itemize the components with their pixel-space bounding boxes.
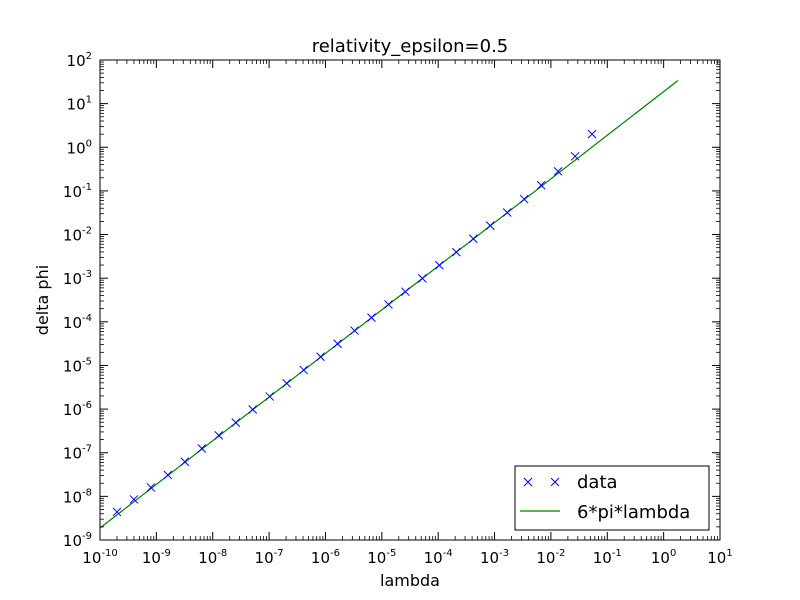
x-tick-label: 10-1 xyxy=(593,548,622,567)
y-tick-label: 10-5 xyxy=(63,356,92,375)
axes: 10-10 10-9 10-8 10-7 10-6 10-5 10-4 10-3 10-2 10-… xyxy=(63,51,733,567)
data-point xyxy=(231,418,241,427)
chart-title: relativity_epsilon=0.5 xyxy=(312,36,509,57)
data-point xyxy=(163,470,173,480)
x-tick-label: 10-3 xyxy=(480,548,509,567)
y-tick-label: 10-2 xyxy=(63,226,92,245)
y-tick-label: 101 xyxy=(67,95,92,114)
x-tick-label: 10-10 xyxy=(82,548,117,567)
data-point xyxy=(401,287,410,297)
x-tick-label: 100 xyxy=(651,548,676,567)
data-point xyxy=(384,300,393,309)
data-point xyxy=(570,151,580,161)
legend: data 6*pi*lambda xyxy=(514,465,710,531)
x-tick-label: 10-6 xyxy=(311,548,340,567)
data-point xyxy=(282,378,291,388)
y-tick-label: 10-6 xyxy=(63,400,92,419)
data-point xyxy=(502,208,512,217)
data-point xyxy=(418,274,427,283)
y-tick-label: 100 xyxy=(67,138,92,157)
y-tick-label: 10-9 xyxy=(63,531,92,550)
data-point xyxy=(248,405,258,414)
legend-marker-data xyxy=(523,477,560,487)
y-tick-label: 10-4 xyxy=(63,313,92,332)
y-axis-label: delta phi xyxy=(33,265,52,335)
y-tick-label: 10-8 xyxy=(63,487,92,506)
plot-marks xyxy=(99,80,679,529)
x-tick-label: 10-7 xyxy=(255,548,284,567)
data-point xyxy=(451,247,461,257)
y-tick-label: 10-7 xyxy=(63,444,92,463)
x-tick-label: 101 xyxy=(707,548,732,567)
data-point xyxy=(180,457,190,467)
data-point xyxy=(214,431,224,440)
data-point xyxy=(485,221,495,230)
legend-x-marker xyxy=(523,477,533,487)
y-tick-label: 10-1 xyxy=(63,182,92,201)
data-point xyxy=(367,313,376,322)
data-point xyxy=(587,129,597,139)
legend-label-data: data xyxy=(577,472,618,493)
data-point xyxy=(197,444,207,453)
x-tick-label: 10-4 xyxy=(424,548,453,567)
x-tick-label: 10-9 xyxy=(142,548,171,567)
data-point xyxy=(146,483,156,492)
data-point xyxy=(519,194,529,204)
x-tick-label: 10-5 xyxy=(367,548,396,567)
data-point xyxy=(553,167,563,176)
plot-frame xyxy=(99,59,721,541)
y-tick-label: 10-3 xyxy=(63,269,92,288)
x-tick-label: 10-8 xyxy=(198,548,227,567)
data-point xyxy=(316,352,325,362)
data-point xyxy=(112,507,122,517)
data-point xyxy=(299,365,308,375)
y-tick-label: 102 xyxy=(67,51,92,70)
plot-area xyxy=(100,60,720,540)
data-point xyxy=(265,392,275,401)
x-axis-label: lambda xyxy=(380,571,440,590)
x-tick-label: 10-2 xyxy=(536,548,565,567)
legend-label-fit: 6*pi*lambda xyxy=(577,502,690,523)
data-point xyxy=(536,180,546,190)
legend-box xyxy=(514,465,710,531)
legend-x-marker xyxy=(550,477,560,487)
data-point xyxy=(468,234,478,244)
data-point xyxy=(129,495,139,504)
data-point xyxy=(350,326,359,335)
data-point xyxy=(434,260,444,270)
data-point xyxy=(333,339,342,349)
